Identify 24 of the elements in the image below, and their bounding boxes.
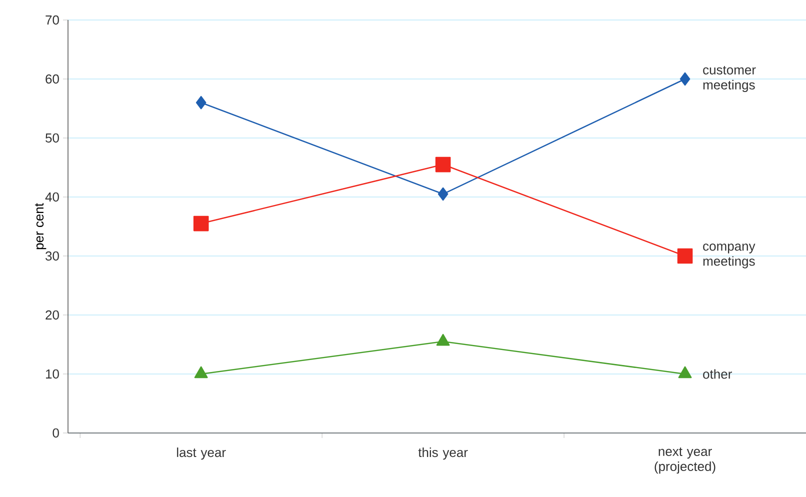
series-label: customer meetings xyxy=(703,66,756,92)
point xyxy=(193,216,209,232)
y-tick-label: 30 xyxy=(46,251,59,261)
point xyxy=(194,366,208,378)
y-tick-label: 60 xyxy=(46,74,59,84)
y-tick-label: 40 xyxy=(45,192,59,202)
x-tick-label: next year (projected) xyxy=(654,448,716,474)
series-label: company meetings xyxy=(703,244,756,268)
y-tick-label: 50 xyxy=(46,133,59,143)
point xyxy=(678,366,692,378)
x-tick-label: this year xyxy=(418,448,468,460)
series-label: other xyxy=(703,369,732,379)
y-tick-label: 20 xyxy=(46,310,59,320)
point xyxy=(436,334,450,346)
x-tick-label: last year xyxy=(177,448,226,460)
point xyxy=(196,96,206,110)
point xyxy=(438,187,448,201)
point xyxy=(435,156,451,172)
y-tick-label: 0 xyxy=(52,428,59,438)
y-axis-title: per cent xyxy=(35,203,46,250)
point xyxy=(680,72,690,86)
y-tick-label: 10 xyxy=(46,369,59,379)
y-tick-label: 70 xyxy=(46,15,59,25)
point xyxy=(677,248,693,264)
